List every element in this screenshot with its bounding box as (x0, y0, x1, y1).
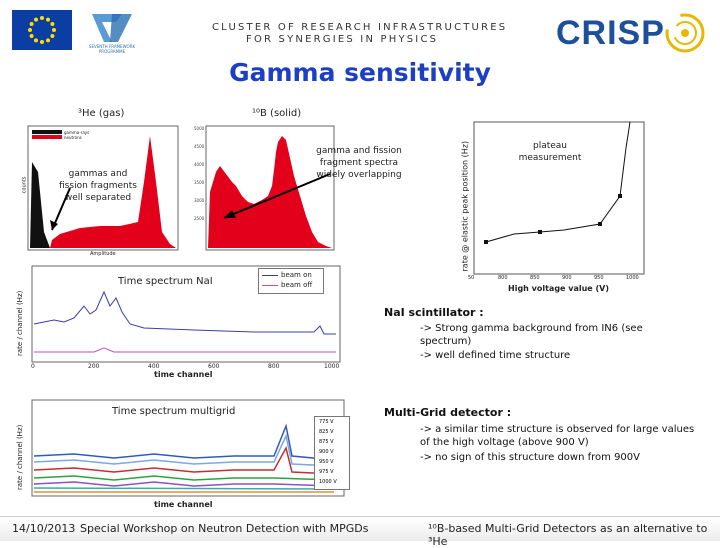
eu-flag (12, 10, 72, 50)
header-line-1: CLUSTER OF RESEARCH INFRASTRUCTURES (212, 22, 508, 33)
svg-text:4500: 4500 (194, 144, 205, 149)
he-ylabel: counts (21, 176, 28, 194)
nai-xtick-0: 0 (31, 363, 35, 370)
nai-spectrum-label: Time spectrum NaI (118, 276, 213, 287)
nai-point-1: -> Strong gamma background from IN6 (see… (420, 323, 643, 347)
mg-point-2: -> no sign of this structure down from 9… (420, 452, 640, 463)
crisp-logo-text: CRISP (556, 14, 665, 52)
plateau-svg (473, 121, 645, 275)
fp7-logo: SEVENTH FRAMEWORK PROGRAMME (82, 8, 142, 54)
annotation-arrows (50, 173, 331, 231)
b-spectrum-plot: 5000 4500 4000 3500 3000 2500 (186, 122, 336, 256)
plateau-ylabel: rate @ elastic peak position (Hz) (460, 140, 470, 272)
nai-xtick-200: 200 (88, 363, 100, 370)
svg-text:3000: 3000 (194, 198, 205, 203)
nai-legend-beam-off: beam off (281, 281, 313, 289)
he-annotation: gammas and fission fragments well separa… (59, 169, 137, 203)
plateau-xtick-4: 900 (562, 275, 572, 281)
he-xlabel: Amplitude (90, 251, 116, 257)
plateau-annotation: plateau measurement (518, 141, 582, 163)
multigrid-spectrum-plot: 775 V 825 V 875 V 900 V 950 V 975 V 1000… (14, 396, 350, 514)
nai-xlabel: time channel (154, 370, 213, 379)
fp7-logo-icon (92, 14, 132, 42)
plateau-xtick-1: 50 (468, 275, 475, 281)
plateau-xtick-5: 950 (594, 275, 604, 281)
b-spectrum-svg: 5000 4500 4000 3500 3000 2500 (194, 125, 335, 251)
nai-xtick-800: 800 (268, 363, 280, 370)
multigrid-spectrum-svg (31, 399, 345, 497)
label-he-gas: ³He (gas) (78, 108, 125, 119)
mg-legend-950: 950 V (319, 459, 334, 465)
nai-legend-beam-on: beam on (281, 271, 312, 279)
plateau-xlabel: High voltage value (V) (508, 284, 610, 293)
mg-heading: Multi-Grid detector : (384, 406, 512, 419)
mg-legend-775: 775 V (319, 419, 334, 425)
he-legend-neutrons: neutrons (64, 135, 82, 140)
mg-legend-975: 975 V (319, 469, 334, 475)
plateau-plot: 50 800 850 900 950 1000 High voltage val… (450, 118, 650, 298)
mg-legend-825: 825 V (319, 429, 334, 435)
nai-ylabel: rate / channel (Hz) (16, 290, 24, 356)
crisp-swirl-icon (665, 13, 705, 53)
footer-subject: ¹⁰B-based Multi-Grid Detectors as an alt… (428, 522, 708, 548)
he-legend-gamma: gamma-rays (64, 130, 90, 135)
nai-xtick-400: 400 (148, 363, 160, 370)
mg-legend-900: 900 V (319, 449, 334, 455)
nai-point-2: -> well defined time structure (420, 350, 571, 361)
plateau-xtick-6: 1000 (626, 275, 639, 281)
header-line-2: FOR SYNERGIES IN PHYSICS (246, 34, 439, 45)
mg-point-1: -> a similar time structure is observed … (420, 424, 695, 448)
footer-bar: 14/10/2013 Special Workshop on Neutron D… (0, 516, 720, 548)
multigrid-spectrum-label: Time spectrum multigrid (112, 406, 236, 417)
mg-legend-875: 875 V (319, 439, 334, 445)
multigrid-legend: 775 V 825 V 875 V 900 V 950 V 975 V 1000… (314, 416, 350, 490)
fp7-caption: SEVENTH FRAMEWORK PROGRAMME (88, 44, 136, 54)
svg-text:3500: 3500 (194, 180, 205, 185)
svg-text:5000: 5000 (194, 126, 205, 131)
footer-event: Special Workshop on Neutron Detection wi… (80, 522, 369, 535)
svg-text:2500: 2500 (194, 216, 205, 221)
crisp-logo: CRISP (552, 8, 712, 58)
plateau-xtick-3: 850 (530, 275, 540, 281)
slide-title: Gamma sensitivity (229, 58, 491, 87)
multigrid-xlabel: time channel (154, 500, 213, 509)
b-annotation: gamma and fission fragment spectra widel… (316, 146, 402, 180)
nai-heading: NaI scintillator : (384, 306, 484, 319)
nai-xtick-1000: 1000 (324, 363, 340, 370)
nai-legend-line-off (262, 285, 278, 286)
nai-legend: beam on beam off (258, 268, 324, 294)
nai-spectrum-plot: beam on beam off 0 200 400 600 800 1000 … (14, 262, 344, 380)
nai-legend-line-on (262, 275, 278, 276)
label-b-solid: ¹⁰B (solid) (252, 108, 302, 119)
plateau-xtick-2: 800 (498, 275, 508, 281)
svg-text:4000: 4000 (194, 162, 205, 167)
eu-stars-icon (28, 16, 56, 44)
mg-legend-1000: 1000 V (319, 479, 337, 485)
footer-date: 14/10/2013 (12, 522, 76, 535)
nai-xtick-600: 600 (208, 363, 220, 370)
multigrid-ylabel: rate / channel (Hz) (16, 424, 24, 490)
